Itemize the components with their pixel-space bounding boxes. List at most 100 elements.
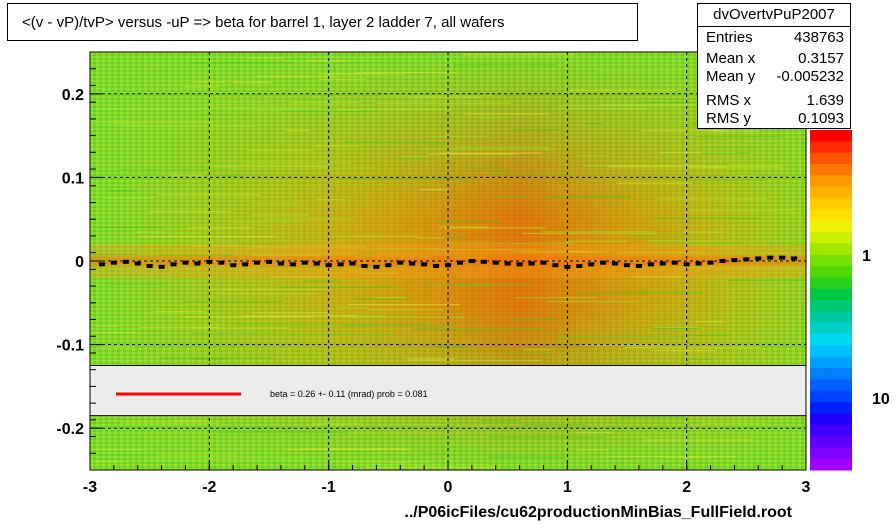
profile-point [480,259,487,264]
heatmap-cell [259,266,385,268]
heatmap-cell [451,257,486,259]
heatmap-cell [407,359,542,361]
heatmap-cell [248,150,314,152]
x-tick-label: 0 [444,479,453,496]
heatmap-cell [515,297,595,299]
heatmap-cell [706,163,728,165]
x-tick-label: 1 [563,479,572,496]
colorbar: 1 10 [810,130,890,471]
heatmap-cell [157,254,234,256]
colorbar-swatch [810,152,852,165]
heatmap-cell [251,202,301,204]
profile-point [421,262,428,267]
heatmap-cell [93,461,125,463]
heatmap-cell [496,196,528,198]
heatmap-cell [690,358,715,360]
heatmap-cell [435,346,468,348]
colorbar-swatch [810,345,852,358]
heatmap-cell [683,231,724,233]
heatmap-cell [256,109,360,111]
heatmap-cell [206,165,328,168]
heatmap-cell [173,420,207,422]
profile-point [122,259,129,264]
heatmap-cell [222,175,244,177]
profile-point [540,260,547,265]
x-tick-label: -1 [322,479,336,496]
heatmap-cell [524,349,552,351]
heatmap-cell [182,301,285,303]
heatmap-cell [309,56,413,59]
heatmap-cell [92,330,170,332]
stats-value: -0.005232 [776,68,844,85]
colorbar-swatch [810,368,852,380]
heatmap-cell [689,167,786,169]
colorbar-swatch [810,266,852,278]
x-tick-label: -3 [83,479,97,496]
heatmap-cell [501,351,555,353]
heatmap-cell [184,316,314,318]
heatmap-cell [107,190,135,192]
legend-panel [89,365,807,417]
heatmap-cell [609,166,727,168]
heatmap-cell [193,358,230,360]
heatmap-cell [489,436,604,438]
heatmap-cell [337,108,453,111]
profile-point [671,260,678,265]
heatmap-cell [618,251,707,253]
profile-point [158,264,165,269]
profile-point [635,264,642,269]
colorbar-swatch [810,436,852,448]
x-tick-label: 3 [802,479,811,496]
profile-point [683,262,690,267]
heatmap-cell [315,145,360,147]
stats-label: RMS y [706,110,751,127]
heatmap-cell [426,153,515,155]
heatmap-cell [597,70,737,72]
heatmap-cell [488,456,566,458]
stats-value: 438763 [793,29,844,46]
profile-point [289,262,296,267]
profile-point [146,264,153,269]
stats-value: 1.639 [806,92,844,109]
heatmap-cell [411,328,541,330]
heatmap-cell [350,438,469,440]
heatmap-cell [657,198,767,200]
heatmap-cell [482,454,543,456]
heatmap-cell [251,254,320,256]
profile-point [552,263,559,268]
heatmap-cell [634,101,752,104]
heatmap-cell [522,232,658,234]
heatmap-cell [342,324,453,326]
heatmap-cell [309,60,347,62]
profile-point [170,262,177,267]
colorbar-swatch [810,220,852,233]
colorbar-swatch [810,254,852,267]
heatmap-cell [197,114,251,116]
heatmap-cell [91,331,137,333]
chart-title: <(v - vP)/tvP> versus -uP => beta for ba… [22,14,505,31]
heatmap-cell [467,167,503,169]
plot-area: beta = 0.26 +- 0.11 (mrad) prob = 0.081 [89,51,807,471]
legend-text: beta = 0.26 +- 0.11 (mrad) prob = 0.081 [270,389,428,399]
colorbar-label: 1 [862,248,871,265]
colorbar-swatch [810,311,852,324]
heatmap-cell [361,272,397,274]
heatmap-cell [653,217,761,219]
colorbar-swatch [810,186,852,199]
heatmap-cell [568,90,678,92]
stats-divider [698,26,850,27]
profile-point [647,262,654,267]
profile-point [182,260,189,265]
heatmap-cell [208,288,329,290]
heatmap-cell [326,461,434,463]
profile-point [767,255,774,260]
heatmap-cell [159,357,273,359]
heatmap-cell [440,152,542,154]
colorbar-swatch [810,390,852,403]
profile-point [349,261,356,266]
heatmap-cell [555,336,686,338]
profile-point [242,262,249,267]
heatmap-cell [213,293,319,295]
heatmap-cell [301,99,334,101]
